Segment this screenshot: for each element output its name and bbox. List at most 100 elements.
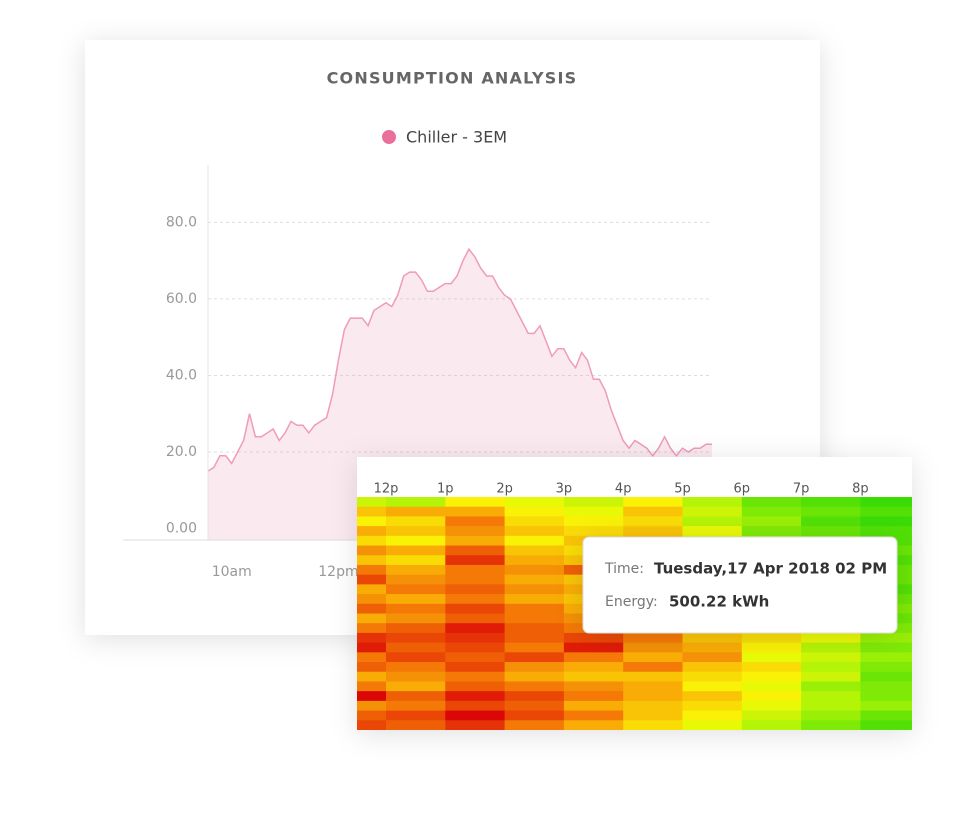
heat-cell [445,720,506,730]
heat-cell [741,671,802,682]
heat-cell [445,642,506,653]
heat-cell [357,545,387,556]
heat-cell [563,710,624,721]
heat-cell [623,700,683,712]
heat-cell [357,564,387,576]
chart-title: CONSUMPTION ANALYSIS [327,69,578,88]
heat-cell [860,700,912,712]
heat-cell [504,526,565,537]
heat-cell [801,710,861,721]
heat-cell [386,506,446,517]
heat-cell [504,671,565,682]
heat-cell [445,574,506,585]
heat-cell [357,691,387,702]
heat-cell [357,700,387,712]
heat-cell [445,564,506,576]
heat-cell [445,535,506,547]
heat-cell [860,720,912,730]
legend-marker [382,130,396,144]
heat-cell [504,574,565,585]
heat-cell [563,642,624,653]
x-tick-label: 5p [674,482,691,497]
heat-cell [801,700,861,712]
x-tick-label: 4p [615,482,632,497]
heat-cell [741,497,802,508]
heat-cell [504,535,565,547]
heat-cell [445,584,506,595]
tooltip-value: 500.22 kWh [669,593,769,611]
heat-cell [860,681,912,692]
heat-cell [860,506,912,517]
heat-cell [801,691,861,702]
heat-cell [623,516,683,527]
heat-cell [445,652,506,663]
heat-cell [682,652,743,663]
x-tick-label: 12p [374,482,399,497]
heat-cell [504,681,565,692]
heat-cell [741,506,802,517]
heat-cell [504,720,565,730]
heat-cell [623,497,683,508]
heat-cell [386,535,446,547]
heat-cell [386,584,446,595]
heat-cell [445,613,506,624]
heat-cell [741,700,802,712]
heat-cell [386,652,446,663]
heat-cell [445,710,506,721]
heat-cell [357,681,387,692]
heat-cell [801,516,861,527]
heat-cell [623,681,683,692]
heat-cell [682,681,743,692]
heat-cell [357,603,387,614]
heat-cell [386,594,446,605]
heat-cell [504,594,565,605]
heat-cell [860,632,912,644]
heat-cell [386,603,446,614]
heat-cell [386,691,446,702]
heat-cell [860,642,912,653]
heat-cell [357,720,387,730]
heat-cell [741,516,802,527]
heat-cell [563,662,624,673]
heat-cell [563,720,624,730]
heat-cell [741,642,802,653]
heat-cell [504,564,565,576]
tooltip [582,536,898,634]
heat-cell [386,613,446,624]
x-tick-label: 7p [793,482,810,497]
heat-cell [445,594,506,605]
heat-cell [504,642,565,653]
heat-cell [386,700,446,712]
heat-cell [741,681,802,692]
heat-cell [801,632,861,644]
heat-cell [801,497,861,508]
tooltip-value: Tuesday,17 Apr 2018 02 PM [654,560,887,578]
heat-cell [682,710,743,721]
heat-cell [504,603,565,614]
heat-cell [623,691,683,702]
heat-cell [860,662,912,673]
y-tick-label: 80.0 [166,214,197,230]
heat-cell [386,632,446,644]
heat-cell [504,545,565,556]
heat-cell [357,574,387,585]
heat-cell [445,603,506,614]
heat-cell [357,526,387,537]
heat-cell [357,642,387,653]
heat-cell [504,506,565,517]
x-tick-label: 10am [212,564,252,580]
heat-cell [682,691,743,702]
heat-cell [801,671,861,682]
heat-cell [801,642,861,653]
heat-cell [386,642,446,653]
y-tick-label: 20.0 [166,444,197,460]
heat-cell [445,700,506,712]
heat-cell [357,613,387,624]
heat-cell [623,671,683,682]
heat-cell [741,652,802,663]
heat-cell [504,497,565,508]
line [207,247,712,472]
heat-cell [504,516,565,527]
y-tick-label: 60.0 [166,291,197,307]
